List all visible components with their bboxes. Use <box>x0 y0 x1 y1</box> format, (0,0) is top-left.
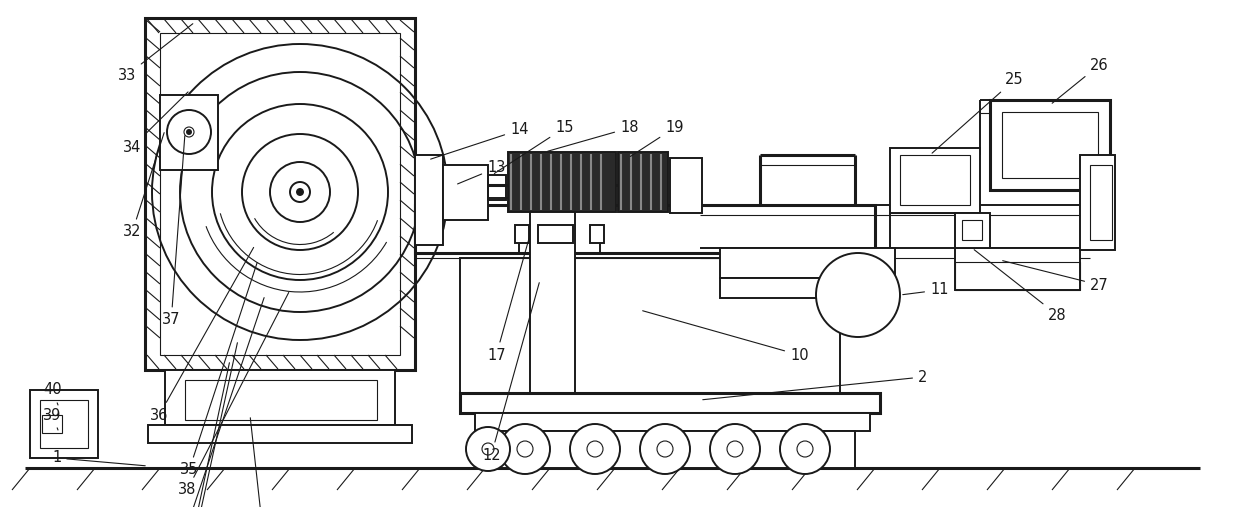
Bar <box>720 278 875 298</box>
Text: 19: 19 <box>630 121 683 157</box>
Bar <box>415 155 443 245</box>
Bar <box>160 95 218 170</box>
Circle shape <box>640 424 689 474</box>
Text: 36: 36 <box>150 247 254 422</box>
Text: 35: 35 <box>180 298 264 507</box>
Text: 37: 37 <box>162 136 185 328</box>
Text: 14: 14 <box>430 123 528 159</box>
Text: 12: 12 <box>482 283 539 462</box>
Bar <box>955 262 1080 290</box>
Text: 18: 18 <box>548 121 639 151</box>
Bar <box>1002 112 1097 178</box>
Bar <box>30 390 98 458</box>
Text: 33: 33 <box>118 24 192 83</box>
Bar <box>590 225 604 243</box>
Bar <box>515 225 529 243</box>
Bar <box>148 425 412 443</box>
Text: 17: 17 <box>487 238 529 363</box>
Text: 25: 25 <box>932 73 1024 153</box>
Text: 34: 34 <box>123 92 188 155</box>
Bar <box>962 220 982 240</box>
Text: 10: 10 <box>642 311 808 363</box>
Text: 27: 27 <box>1003 261 1109 293</box>
Text: 30: 30 <box>162 363 229 507</box>
Bar <box>1090 165 1112 240</box>
Text: 38: 38 <box>179 293 289 497</box>
Circle shape <box>466 427 510 471</box>
Bar <box>990 100 1110 190</box>
Text: 39: 39 <box>43 408 61 430</box>
Bar <box>415 205 875 253</box>
Bar <box>487 431 856 468</box>
Bar <box>185 380 377 420</box>
Text: 29: 29 <box>250 418 274 507</box>
Bar <box>475 413 870 431</box>
Text: 32: 32 <box>123 133 164 239</box>
Bar <box>955 248 1080 290</box>
Bar <box>40 400 88 448</box>
Circle shape <box>570 424 620 474</box>
Text: 28: 28 <box>975 250 1066 322</box>
Bar <box>165 370 396 425</box>
Bar <box>160 33 401 355</box>
Bar <box>460 258 839 393</box>
Circle shape <box>780 424 830 474</box>
Bar <box>900 155 970 205</box>
Circle shape <box>500 424 551 474</box>
Bar <box>1080 155 1115 250</box>
Text: 2: 2 <box>703 370 928 400</box>
Bar <box>145 18 415 370</box>
Text: 13: 13 <box>458 161 506 184</box>
Bar <box>618 152 668 212</box>
Text: 11: 11 <box>903 282 949 298</box>
Circle shape <box>711 424 760 474</box>
Bar <box>720 248 895 278</box>
Circle shape <box>816 253 900 337</box>
Bar <box>955 213 990 248</box>
Bar <box>489 175 506 200</box>
Circle shape <box>298 189 303 195</box>
Text: 31: 31 <box>172 343 237 507</box>
Text: 1: 1 <box>52 451 145 466</box>
Bar <box>670 158 702 213</box>
Circle shape <box>187 130 191 134</box>
Text: 15: 15 <box>495 121 573 173</box>
Circle shape <box>290 182 310 202</box>
Bar <box>538 225 573 243</box>
Bar <box>42 415 62 433</box>
Bar <box>890 148 980 213</box>
Bar <box>529 205 575 395</box>
Text: 40: 40 <box>43 382 62 405</box>
Text: 26: 26 <box>1053 57 1109 103</box>
Bar <box>460 393 880 413</box>
Circle shape <box>167 110 211 154</box>
Bar <box>508 152 616 212</box>
Bar <box>443 165 489 220</box>
Text: 35: 35 <box>180 263 257 478</box>
